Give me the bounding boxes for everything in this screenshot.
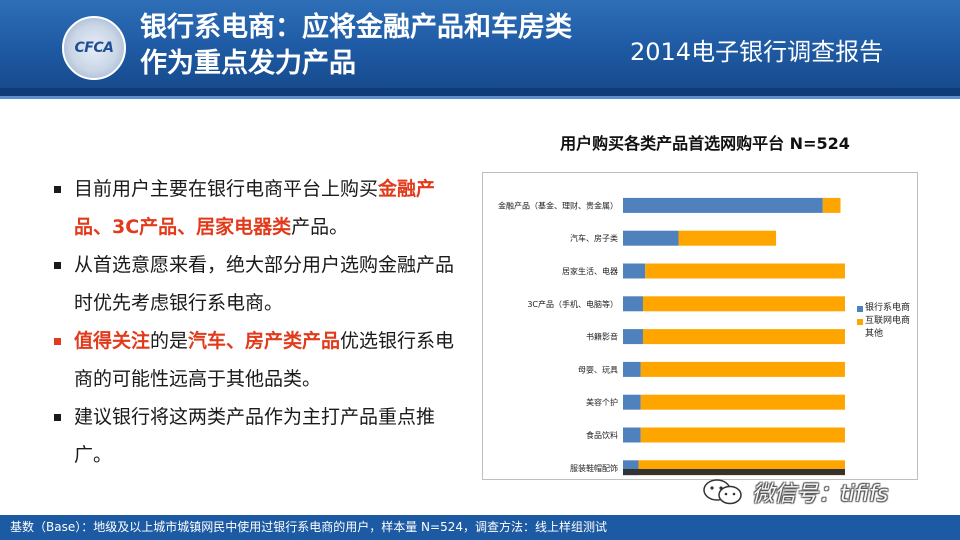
title-line-2: 作为重点发力产品	[140, 48, 356, 79]
bar-segment	[623, 329, 643, 345]
bar-segment	[640, 394, 845, 410]
bullet-item: 从首选意愿来看，绝大部分用户选购金融产品时优先考虑银行系电商。	[50, 246, 470, 322]
bullet-text: 产品。	[291, 216, 349, 238]
category-label: 3C产品（手机、电脑等）	[527, 299, 618, 309]
cfca-logo: CFCA	[62, 16, 126, 80]
highlight-text: 金融产品、3C产品、居家电器类	[74, 178, 436, 238]
category-label: 汽车、房子类	[570, 233, 618, 243]
legend-label: 其他	[865, 329, 884, 339]
footer-bar: 基数（Base）：地级及以上城市城镇网民中使用过银行系电商的用户，样本量 N=5…	[0, 515, 960, 540]
x-axis	[623, 469, 845, 475]
chart-legend: 银行系电商互联网电商其他	[857, 302, 923, 341]
bar-segment	[623, 263, 646, 279]
bullet-marker	[54, 338, 61, 345]
legend-item: 银行系电商	[857, 302, 923, 315]
legend-label: 互联网电商	[865, 316, 911, 326]
header-divider-light	[0, 96, 960, 99]
bar-segment	[640, 361, 845, 377]
header-bar	[0, 0, 960, 88]
bar-segment	[642, 296, 845, 312]
highlight-text: 汽车、房产类产品	[188, 330, 341, 352]
footer-note: 基数（Base）：地级及以上城市城镇网民中使用过银行系电商的用户，样本量 N=5…	[10, 520, 607, 534]
logo-text: CFCA	[74, 40, 114, 56]
chart-title: 用户购买各类产品首选网购平台 N=524	[560, 134, 850, 153]
highlight-text: 值得关注	[74, 330, 151, 352]
bar-segment	[840, 197, 845, 213]
bar-segment	[623, 296, 643, 312]
legend-swatch	[857, 331, 863, 338]
bullet-item: 建议银行将这两类产品作为主打产品重点推广。	[50, 398, 470, 474]
bullet-text: 优选银行系电商的可能性远高于其他品类。	[74, 330, 455, 390]
chart-area: 金融产品（基金、理财、贵金属） 汽车、房子类居家生活、电器 3C产品（手机、电脑等）…	[482, 172, 918, 480]
report-name: 2014电子银行调查报告	[630, 38, 884, 66]
bullet-item: 目前用户主要在银行电商平台上购买金融产品、3C产品、居家电器类产品。	[50, 170, 470, 246]
category-label: 母婴、玩具	[578, 365, 618, 374]
legend-swatch	[857, 305, 863, 312]
bar-segment	[623, 427, 641, 443]
bullet-marker	[54, 186, 61, 193]
wechat-id: 微信号：tififs	[752, 482, 889, 507]
bullet-marker	[54, 262, 61, 269]
header-divider	[0, 88, 960, 96]
bullet-item: 值得关注的是汽车、房产类产品优选银行系电商的可能性远高于其他品类。	[50, 322, 470, 398]
bar-segment	[678, 230, 777, 246]
legend-label: 银行系电商	[865, 303, 911, 313]
bullet-text: 从首选意愿来看，绝大部分用户选购金融产品时优先考虑银行系电商。	[74, 254, 455, 314]
bullet-text: 建议银行将这两类产品作为主打产品重点推广。	[74, 406, 436, 466]
bar-segment	[623, 394, 641, 410]
slide-title: 银行系电商：应将金融产品和车房类 作为重点发力产品	[140, 10, 620, 82]
category-label: 书籍影音	[586, 332, 618, 342]
category-label: 金融产品（基金、理财、贵金属）	[498, 200, 618, 210]
category-label: 美容个护	[586, 397, 618, 407]
bar-segment	[642, 329, 845, 345]
bar-segment	[623, 230, 679, 246]
legend-item: 互联网电商	[857, 315, 923, 328]
category-label: 服装鞋帽配饰	[570, 463, 618, 473]
bar-segment	[822, 197, 841, 213]
bar-segment	[623, 197, 823, 213]
wechat-watermark: 微信号：tififs	[702, 474, 952, 510]
legend-swatch	[857, 318, 863, 325]
category-label: 食品饮料	[586, 430, 618, 440]
bullet-text: 的是	[150, 330, 189, 352]
category-label: 居家生活、电器	[562, 266, 618, 276]
bar-segment	[645, 263, 845, 279]
wechat-icon	[703, 479, 742, 505]
bullet-list: 目前用户主要在银行电商平台上购买金融产品、3C产品、居家电器类产品。从首选意愿来…	[50, 170, 470, 474]
bar-segment	[776, 230, 845, 246]
bullet-marker	[54, 414, 61, 421]
bullet-text: 目前用户主要在银行电商平台上购买	[74, 178, 379, 200]
bar-segment	[640, 427, 845, 443]
title-line-1: 银行系电商：应将金融产品和车房类	[140, 12, 572, 43]
legend-item: 其他	[857, 328, 923, 341]
bar-segment	[623, 361, 641, 377]
